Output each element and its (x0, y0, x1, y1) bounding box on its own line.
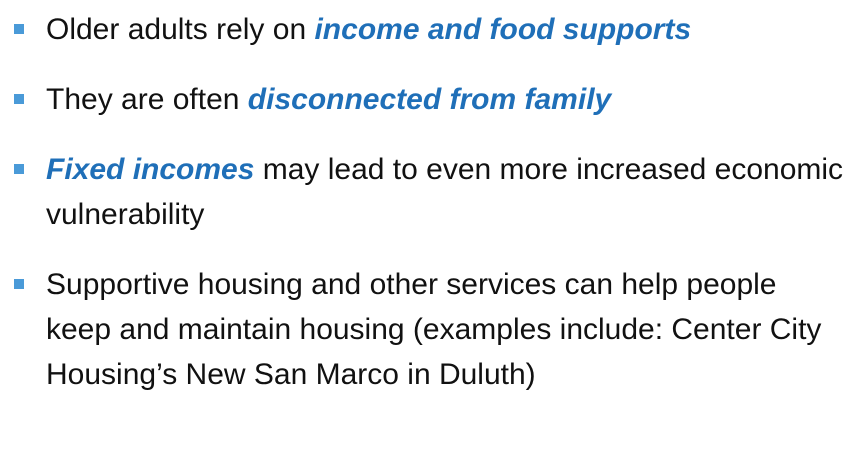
bullet-marker (14, 164, 24, 174)
emphasis-text: disconnected from family (247, 83, 612, 116)
bullet-text: Supportive housing and other services ca… (46, 268, 822, 391)
bullet-item: Supportive housing and other services ca… (14, 262, 848, 397)
emphasis-text: Fixed incomes (46, 153, 255, 186)
bullet-text: may lead to even more increased economic… (46, 153, 844, 231)
bullet-item: Older adults rely on income and food sup… (14, 7, 848, 52)
bullet-list: Older adults rely on income and food sup… (14, 7, 848, 422)
emphasis-text: income and food supports (314, 13, 692, 46)
bullet-marker (14, 24, 24, 34)
bullet-item: They are often disconnected from family (14, 77, 848, 122)
bullet-marker (14, 94, 24, 104)
bullet-text: Older adults rely on (46, 13, 315, 46)
bullet-marker (14, 279, 24, 289)
bullet-text: They are often (46, 83, 248, 116)
bullet-item: Fixed incomes may lead to even more incr… (14, 147, 848, 237)
